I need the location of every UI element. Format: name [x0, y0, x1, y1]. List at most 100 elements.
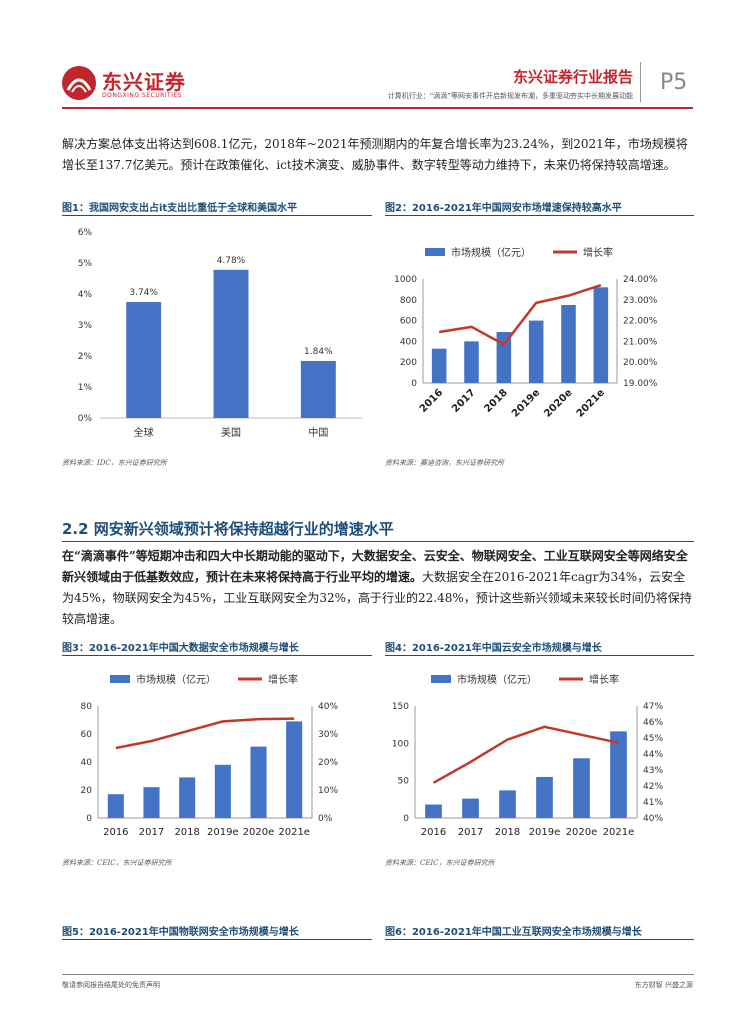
- fig3-source: 资料来源：CEIC，东兴证券研究所: [62, 859, 172, 867]
- y-tick-label: 800: [400, 296, 417, 306]
- bar: [286, 721, 303, 818]
- x-tick-label: 2020e: [566, 827, 598, 838]
- y-tick-label: 5%: [78, 259, 93, 269]
- x-tick-label: 全球: [134, 426, 154, 439]
- x-tick-label: 2020e: [542, 387, 574, 419]
- growth-line: [115, 717, 295, 750]
- bar: [143, 787, 160, 818]
- page-number: P5: [660, 70, 688, 95]
- y2-tick-label: 47%: [643, 702, 663, 712]
- y2-tick-label: 22.00%: [623, 317, 658, 327]
- y2-tick-label: 42%: [643, 782, 663, 792]
- y2-tick-label: 19.00%: [623, 379, 658, 389]
- x-tick-label: 2020e: [243, 827, 275, 838]
- growth-line: [432, 725, 619, 784]
- legend-bar-swatch: [425, 248, 445, 256]
- section-rule: [62, 541, 694, 542]
- y2-tick-label: 44%: [643, 750, 663, 760]
- footer-rule: [62, 974, 694, 975]
- fig5-title: 图5：2016-2021年中国物联网安全市场规模与增长: [62, 927, 299, 938]
- y-tick-label: 100: [392, 739, 409, 749]
- y-tick-label: 400: [400, 337, 417, 347]
- x-tick-label: 2021e: [575, 387, 607, 419]
- fig2-rule: [385, 215, 694, 216]
- bar: [250, 746, 267, 818]
- y-tick-label: 80: [81, 702, 93, 712]
- y-tick-label: 0: [411, 379, 417, 389]
- section-paragraph: 在“滴滴事件”等短期冲击和四大中长期动能的驱动下，大数据安全、云安全、物联网安全…: [62, 546, 694, 630]
- logo-text: 东兴证券: [102, 70, 186, 94]
- x-tick-label: 2016: [103, 827, 128, 838]
- y-tick-label: 200: [400, 358, 417, 368]
- x-tick-label: 2021e: [603, 827, 635, 838]
- y2-tick-label: 30%: [318, 730, 338, 740]
- x-tick-label: 2018: [174, 827, 199, 838]
- fig1-title: 图1：我国网安支出占it支出比重低于全球和美国水平: [62, 203, 298, 214]
- data-label: 3.74%: [129, 288, 158, 298]
- bar: [499, 790, 516, 818]
- legend-bar-label: 市场规模（亿元）: [136, 673, 216, 686]
- fig5-rule: [62, 939, 372, 940]
- intro-paragraph: 解决方案总体支出将达到608.1亿元，2018年~2021年预测期内的年复合增长…: [62, 137, 688, 172]
- footer-disclaimer: 敬请参阅报告结尾处的免责声明: [62, 981, 160, 989]
- x-tick-label: 2017: [458, 827, 483, 838]
- y-tick-label: 150: [392, 702, 409, 712]
- legend-line-label: 增长率: [583, 246, 613, 259]
- bar: [593, 287, 609, 383]
- fig2-chart: 市场规模（亿元） 增长率 0 200 400 600 800 1000 19.00% 20.00%…: [394, 246, 658, 420]
- fig2-title: 图2：2016-2021年中国网安市场增速保持较高水平: [385, 203, 622, 214]
- x-tick-label: 2019e: [510, 387, 542, 419]
- y2-tick-label: 21.00%: [623, 337, 658, 347]
- y-tick-label: 0%: [78, 414, 93, 424]
- bar: [214, 764, 231, 818]
- y-tick-label: 6%: [78, 228, 93, 238]
- legend-bar-swatch: [431, 675, 451, 683]
- x-tick-label: 中国: [308, 426, 328, 439]
- bar: [496, 332, 512, 383]
- y-tick-label: 20: [81, 786, 93, 796]
- bar: [464, 341, 479, 383]
- x-tick-label: 2018: [482, 387, 509, 414]
- x-tick-label: 2017: [450, 387, 477, 414]
- fig4-chart: 市场规模（亿元） 增长率 0 50 100 150 40% 41% 42% 43% 44% 45% 46…: [392, 673, 664, 838]
- y2-tick-label: 40%: [643, 814, 663, 824]
- header-rule: [62, 107, 693, 109]
- fig4-source: 资料来源：CEIC，东兴证券研究所: [385, 859, 495, 867]
- y2-tick-label: 40%: [318, 702, 338, 712]
- y2-tick-label: 10%: [318, 786, 338, 796]
- y2-tick-label: 24.00%: [623, 275, 658, 285]
- header-divider: [640, 62, 641, 102]
- logo-icon: [62, 66, 96, 100]
- fig1-chart: 0% 1% 2% 3% 4% 5% 6% 3.74% 全球 4.78% 美国 1.84% 中国: [78, 228, 362, 439]
- growth-line: [438, 284, 602, 347]
- fig6-title: 图6：2016-2021年中国工业互联网安全市场规模与增长: [385, 927, 642, 938]
- legend-bar-label: 市场规模（亿元）: [457, 673, 537, 686]
- bar: [126, 302, 162, 418]
- data-label: 1.84%: [304, 347, 333, 357]
- section-title: 2.2 网安新兴领域预计将保持超越行业的增速水平: [62, 520, 394, 538]
- section-normal-text: 大数据安全在2016-2021年cagr为34%，云安全为45%，物联网安全为4…: [62, 570, 692, 626]
- logo-subtext: DONGXING SECURITIES: [102, 92, 183, 99]
- section-bold-text: 在“滴滴事件”等短期冲击和四大中长期动能的驱动下，大数据安全、云安全、物联网安全…: [62, 549, 688, 584]
- legend-bar-label: 市场规模（亿元）: [451, 246, 531, 259]
- fig3-title: 图3：2016-2021年中国大数据安全市场规模与增长: [62, 643, 299, 654]
- y-tick-label: 0: [403, 814, 409, 824]
- y2-tick-label: 46%: [643, 718, 663, 728]
- bar: [462, 798, 479, 818]
- x-tick-label: 2018: [495, 827, 520, 838]
- y2-tick-label: 23.00%: [623, 296, 658, 306]
- y-tick-label: 600: [400, 317, 417, 327]
- bar: [107, 794, 124, 818]
- legend-bar-swatch: [110, 675, 130, 683]
- y-tick-label: 4%: [78, 290, 93, 300]
- fig1-rule: [62, 215, 372, 216]
- y-tick-label: 40: [81, 758, 93, 768]
- y-tick-label: 2%: [78, 352, 93, 362]
- bar: [536, 776, 553, 818]
- fig4-title: 图4：2016-2021年中国云安全市场规模与增长: [385, 643, 602, 654]
- data-label: 4.78%: [217, 256, 246, 266]
- x-tick-label: 美国: [221, 426, 241, 439]
- bar: [610, 731, 627, 818]
- y2-tick-label: 41%: [643, 798, 663, 808]
- legend-line-label: 增长率: [589, 673, 619, 686]
